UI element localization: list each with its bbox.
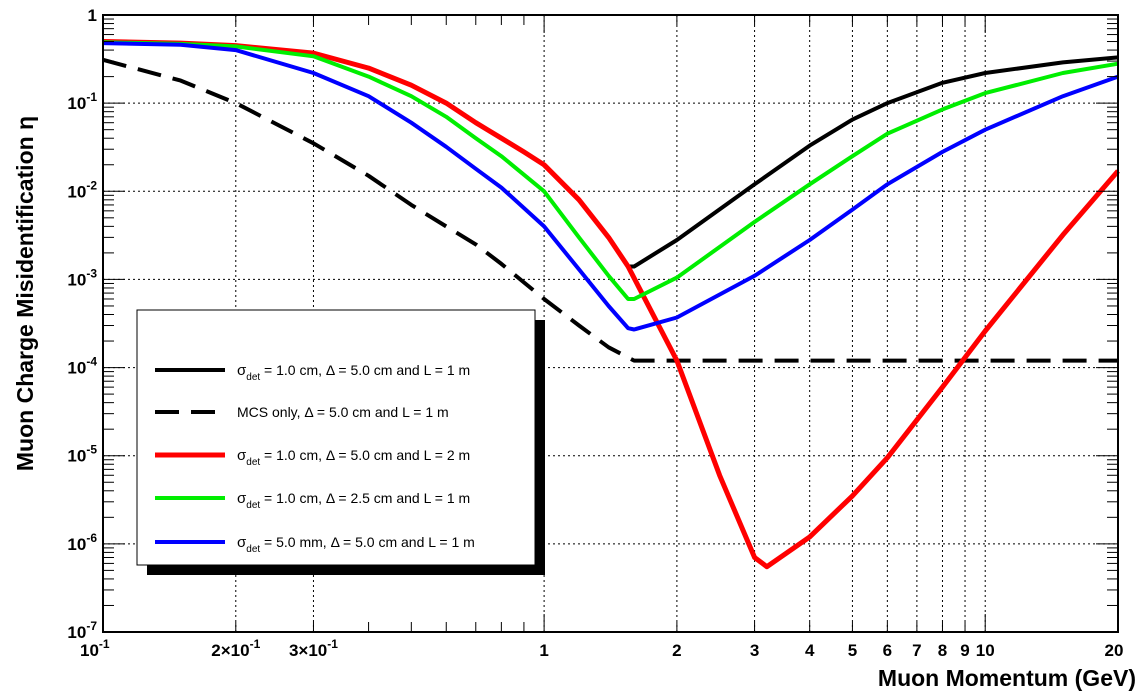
x-tick-label: 6 <box>883 641 892 660</box>
x-tick-label: 4 <box>805 641 815 660</box>
x-axis-title: Muon Momentum (GeV) <box>878 665 1136 691</box>
x-tick-label: 1 <box>539 641 548 660</box>
legend-box <box>136 309 536 566</box>
x-tick-label: 10 <box>976 641 995 660</box>
label-layer: 10-1 2×10-1 3×10-1 1 2 3 4 5 6 7 8 9 10 20 1 10-1 10-2 10… <box>67 6 1123 660</box>
legend-label-3: σdet = 1.0 cm, Δ = 5.0 cm and L = 2 m <box>237 447 470 468</box>
y-tick-label: 10-6 <box>67 531 97 554</box>
y-tick-label: 10-5 <box>67 443 97 466</box>
legend: σdet = 1.0 cm, Δ = 5.0 cm and L = 1 m MCS… <box>136 309 545 575</box>
y-tick-label: 1 <box>88 6 97 25</box>
series-line-5 <box>102 41 1119 332</box>
series-line-4 <box>102 40 1119 301</box>
y-tick-label: 10-7 <box>67 619 97 642</box>
x-tick-label: 5 <box>848 641 857 660</box>
y-axis-title: Muon Charge Misidentification η <box>12 116 38 471</box>
x-tick-label: 7 <box>912 641 921 660</box>
y-tick-label: 10-3 <box>67 266 97 289</box>
series-line-1 <box>102 39 1119 269</box>
y-tick-label: 10-1 <box>67 90 97 113</box>
legend-items: σdet = 1.0 cm, Δ = 5.0 cm and L = 1 m MCS… <box>155 362 475 555</box>
x-tick-label: 2×10-1 <box>211 637 260 660</box>
series-line-3 <box>102 39 1120 570</box>
legend-label-1: σdet = 1.0 cm, Δ = 5.0 cm and L = 1 m <box>237 362 470 383</box>
x-tick-label: 3 <box>750 641 759 660</box>
x-tick-label: 9 <box>960 641 969 660</box>
legend-label-5: σdet = 5.0 mm, Δ = 5.0 cm and L = 1 m <box>237 534 475 555</box>
x-tick-label: 8 <box>938 641 947 660</box>
x-tick-label: 2 <box>672 641 681 660</box>
series-line-2 <box>102 57 1118 363</box>
x-tick-label: 20 <box>1105 641 1124 660</box>
legend-label-2: MCS only, Δ = 5.0 cm and L = 1 m <box>237 404 449 420</box>
tick-layer <box>102 14 1119 633</box>
plot-frame <box>102 14 1119 633</box>
series-layer <box>102 39 1120 570</box>
y-tick-label: 10-4 <box>67 355 97 378</box>
y-tick-label: 10-2 <box>67 178 97 201</box>
grid-layer <box>103 15 1118 632</box>
x-tick-label: 3×10-1 <box>289 637 338 660</box>
x-tick-label: 10-1 <box>80 637 110 660</box>
legend-label-4: σdet = 1.0 cm, Δ = 2.5 cm and L = 1 m <box>237 490 470 511</box>
